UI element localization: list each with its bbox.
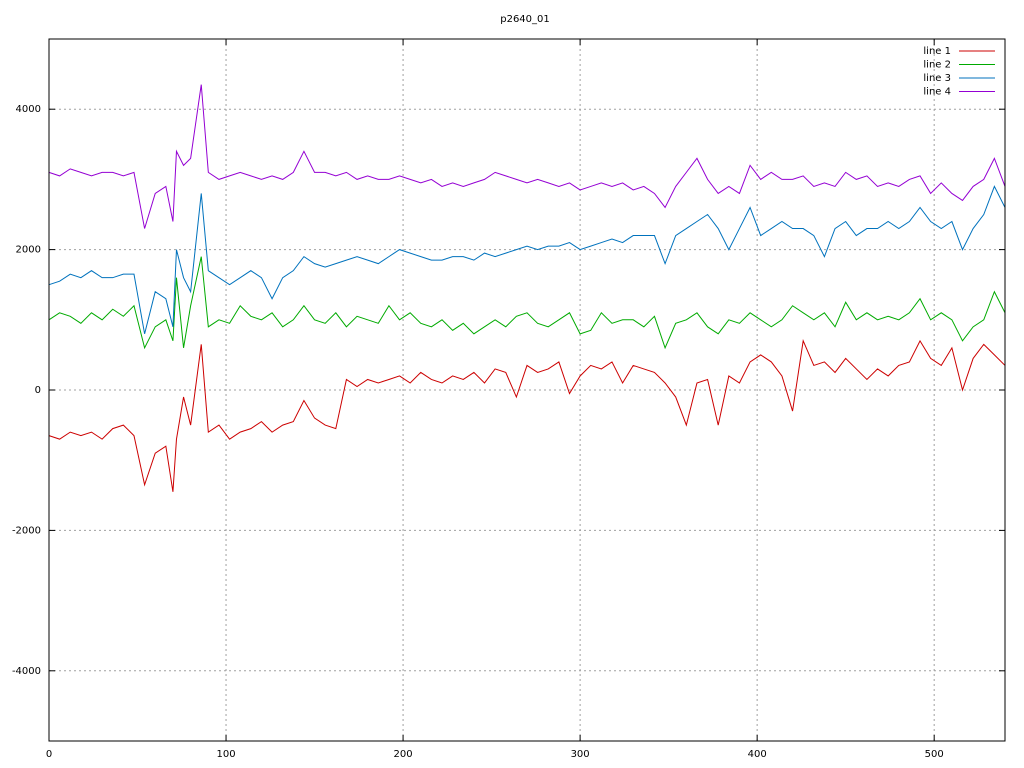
legend-label: line 2	[923, 60, 951, 71]
x-tick-label: 0	[46, 749, 52, 760]
plot-frame	[48, 38, 1006, 742]
x-tick-label: 500	[925, 749, 944, 760]
data-line	[48, 256, 1006, 350]
y-tick-label: 4000	[16, 104, 41, 115]
legend-label: line 3	[923, 73, 951, 84]
y-tick-label: 0	[35, 385, 41, 396]
x-tick-label: 300	[571, 749, 590, 760]
chart-title: p2640_01	[500, 14, 550, 25]
data-line	[48, 339, 1006, 492]
x-tick-label: 100	[216, 749, 235, 760]
y-tick-label: -2000	[12, 525, 41, 536]
x-tick-label: 200	[394, 749, 413, 760]
y-tick-label: 2000	[16, 245, 41, 256]
data-line	[48, 84, 1006, 229]
x-tick-label: 400	[748, 749, 767, 760]
legend-label: line 1	[923, 46, 951, 57]
data-line	[48, 185, 1006, 334]
y-tick-label: -4000	[12, 666, 41, 677]
legend-label: line 4	[923, 87, 951, 98]
